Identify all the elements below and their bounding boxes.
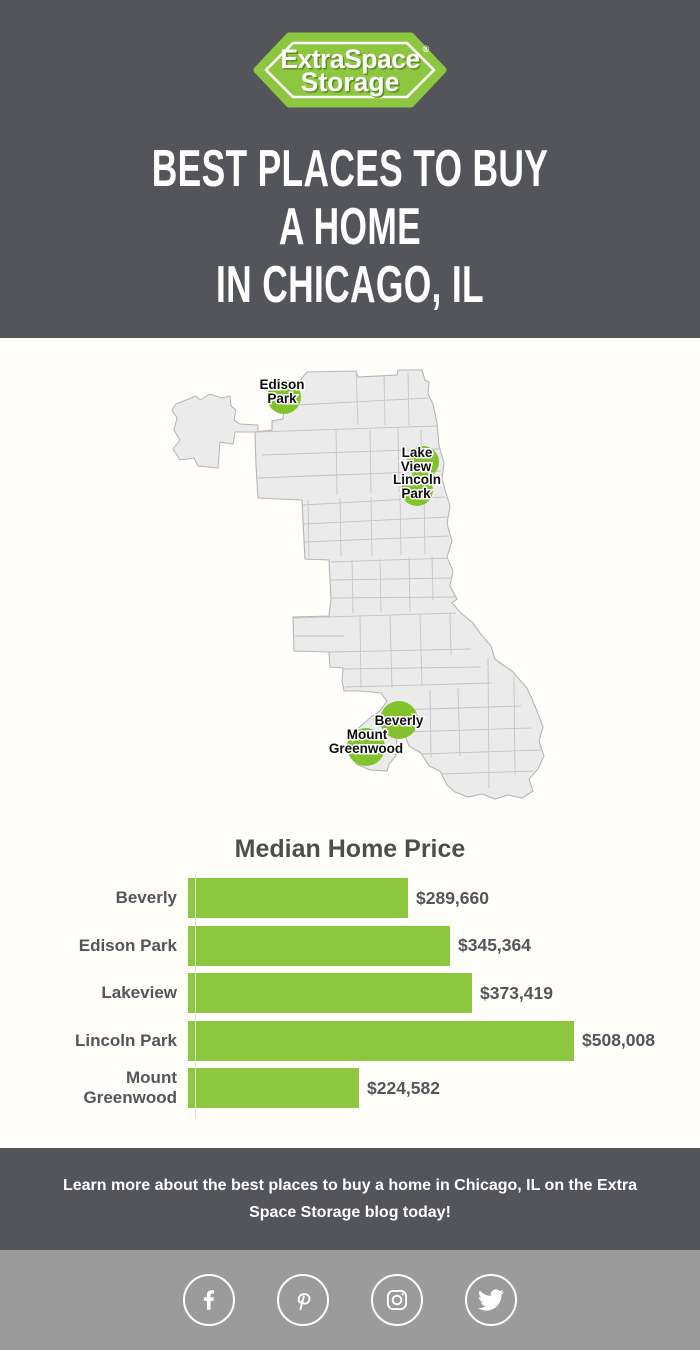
bar-value-label: $508,008 — [582, 1030, 655, 1050]
bar — [188, 925, 450, 966]
twitter-icon[interactable] — [465, 1274, 517, 1326]
logo-text-shadow: ExtraSpace — [282, 46, 421, 76]
bar-category-label: Beverly — [115, 888, 177, 907]
header-section: ExtraSpace ExtraSpace Storage Storage ® … — [0, 0, 700, 338]
map-marker-label: Mount — [347, 727, 388, 742]
map-marker-circle — [347, 728, 385, 766]
logo-inner-border — [264, 41, 436, 99]
map-marker-label: Park — [401, 486, 431, 501]
main-section: Edison Park Lake View Lincoln Park Beverly Moun… — [0, 338, 700, 1148]
bar-row: Edison Park $345,364 — [40, 925, 660, 966]
bar — [188, 878, 408, 918]
bar — [188, 973, 472, 1013]
page-title: BEST PLACES TO BUY A HOME IN CHICAGO, IL — [112, 140, 588, 314]
logo-text2-shadow: Storage — [302, 69, 401, 99]
map-community-boundaries — [255, 370, 542, 789]
pinterest-icon[interactable] — [277, 1274, 329, 1326]
bar — [188, 1020, 574, 1061]
logo-text-line1: ExtraSpace — [280, 44, 419, 74]
bar-category-label: Edison Park — [78, 935, 177, 955]
map-marker-circle — [401, 474, 433, 506]
map-marker-label: Beverly — [375, 713, 424, 728]
bar-row: Beverly $289,660 — [40, 878, 660, 918]
bar-category-label: Lakeview — [101, 983, 177, 1002]
map-city-outline — [254, 369, 545, 800]
bar-value-label: $224,582 — [367, 1077, 440, 1098]
bar-category-label: Lincoln Park — [74, 1030, 177, 1050]
title-line-1: BEST PLACES TO BUY — [151, 140, 549, 198]
title-line-2: A HOME — [278, 198, 422, 256]
facebook-icon[interactable] — [183, 1274, 235, 1326]
logo-text-line2: Storage — [301, 67, 400, 97]
bar-row: Lakeview $373,419 — [40, 973, 660, 1013]
bar-value-label: $345,364 — [458, 935, 531, 955]
map-marker-label: Park — [267, 391, 297, 406]
map-marker-label: Lincoln — [393, 472, 441, 487]
bar — [188, 1068, 359, 1108]
footer-cta-text: Learn more about the best places to buy … — [62, 1177, 638, 1221]
map-marker-circle — [380, 701, 418, 739]
registered-trademark-icon: ® — [423, 44, 430, 54]
map-ohare-area — [171, 393, 259, 469]
bar-category-label: Mount Greenwood — [83, 1068, 177, 1107]
title-line-3: IN CHICAGO, IL — [215, 256, 484, 314]
map-marker-label: View — [401, 459, 432, 474]
chart-axis-line — [195, 875, 196, 1118]
map-marker-circle — [267, 380, 301, 414]
bar-row: Mount Greenwood $224,582 — [40, 1068, 660, 1108]
logo-badge-shape — [253, 32, 447, 108]
map-marker-label: Lake — [402, 445, 433, 460]
bar-value-label: $373,419 — [480, 982, 553, 1003]
footer-section: Learn more about the best places to buy … — [0, 1148, 700, 1250]
chart-title: Median Home Price — [234, 835, 466, 863]
extra-space-storage-logo: ExtraSpace ExtraSpace Storage Storage ® — [253, 32, 447, 108]
instagram-icon[interactable] — [371, 1274, 423, 1326]
bar-row: Lincoln Park $508,008 — [40, 1020, 660, 1061]
map-marker-label: Greenwood — [329, 741, 403, 756]
median-home-price-chart: Beverly $289,660 Edison Park $345,364 Lakevi… — [40, 875, 660, 1118]
map-marker-label: Edison — [259, 377, 304, 392]
bar-value-label: $289,660 — [416, 887, 489, 908]
map-marker-circle — [407, 446, 439, 478]
social-bar — [0, 1250, 700, 1350]
chicago-neighborhood-map: EdisonParkLakeViewLincolnParkBeverlyMoun… — [171, 369, 545, 800]
